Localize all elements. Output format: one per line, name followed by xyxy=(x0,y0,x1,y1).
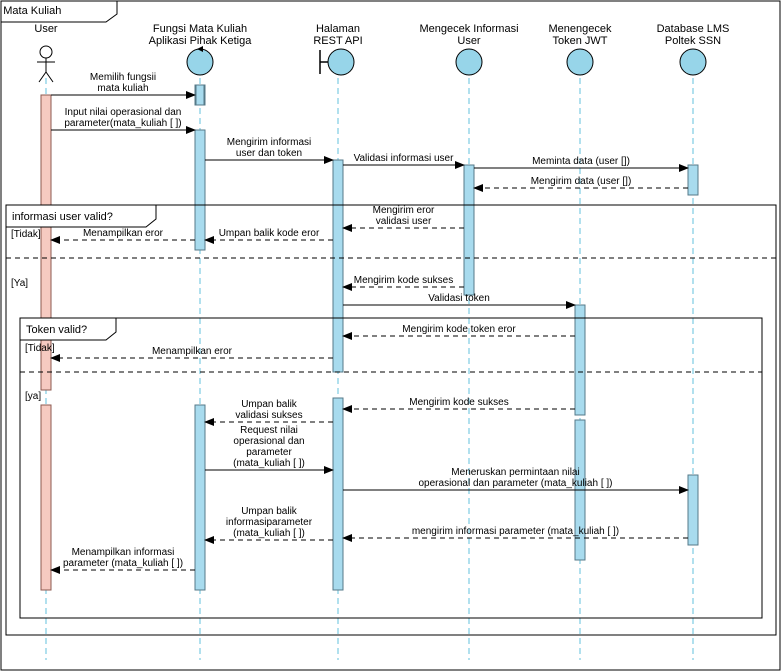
svg-text:Umpan balikvalidasi sukses: Umpan balikvalidasi sukses xyxy=(235,399,302,421)
svg-text:Fungsi Mata KuliahAplikasi Pih: Fungsi Mata KuliahAplikasi Pihak Ketiga xyxy=(149,23,253,47)
svg-text:HalamanREST API: HalamanREST API xyxy=(313,23,362,47)
svg-text:Mengirim data (user []): Mengirim data (user []) xyxy=(531,176,632,187)
svg-text:Umpan balik kode eror: Umpan balik kode eror xyxy=(219,228,320,239)
svg-text:Validasi informasi user: Validasi informasi user xyxy=(354,153,455,164)
svg-text:Token valid?: Token valid? xyxy=(26,324,87,336)
svg-text:Database LMSPoltek SSN: Database LMSPoltek SSN xyxy=(657,23,730,47)
svg-text:[ya]: [ya] xyxy=(25,391,41,402)
svg-text:Meminta data (user []): Meminta data (user []) xyxy=(532,156,630,167)
svg-text:Validasi token: Validasi token xyxy=(428,293,490,304)
svg-text:[Tidak]: [Tidak] xyxy=(11,229,41,240)
svg-text:Menampilkan eror: Menampilkan eror xyxy=(83,228,164,239)
svg-text:Menampilkan informasiparameter: Menampilkan informasiparameter (mata_kul… xyxy=(63,547,183,569)
svg-text:Mengirim erorvalidasi user: Mengirim erorvalidasi user xyxy=(373,205,435,227)
svg-text:Umpan balikinformasiparameter(: Umpan balikinformasiparameter(mata_kulia… xyxy=(226,506,313,539)
svg-text:Request nilaioperasional danpa: Request nilaioperasional danparameter(ma… xyxy=(233,425,305,469)
svg-text:User: User xyxy=(34,23,58,35)
svg-text:mengirim informasi parameter (: mengirim informasi parameter (mata_kulia… xyxy=(412,526,619,537)
svg-text:Mengirim kode token eror: Mengirim kode token eror xyxy=(402,324,516,335)
diagram-title: Sequence Mata Kuliah xyxy=(0,5,61,17)
svg-text:Mengirim kode sukses: Mengirim kode sukses xyxy=(409,397,508,408)
svg-text:Mengirim informasiuser dan tok: Mengirim informasiuser dan token xyxy=(227,137,311,159)
svg-text:informasi user valid?: informasi user valid? xyxy=(12,211,113,223)
sequence-diagram: Sequence Mata Kuliah User Fungsi Mata Kul… xyxy=(0,0,781,671)
svg-text:[Ya]: [Ya] xyxy=(11,278,28,289)
svg-text:Memilih fungsiimata kuliah: Memilih fungsiimata kuliah xyxy=(90,72,156,94)
svg-text:Input nilai operasional danpar: Input nilai operasional danparameter(mat… xyxy=(64,107,181,129)
svg-text:MenengecekToken JWT: MenengecekToken JWT xyxy=(549,23,612,47)
svg-text:Mengecek InformasiUser: Mengecek InformasiUser xyxy=(419,23,518,47)
svg-text:Mengirim kode sukses: Mengirim kode sukses xyxy=(354,275,453,286)
svg-text:Menampilkan eror: Menampilkan eror xyxy=(152,346,233,357)
svg-text:[Tidak]: [Tidak] xyxy=(25,343,55,354)
